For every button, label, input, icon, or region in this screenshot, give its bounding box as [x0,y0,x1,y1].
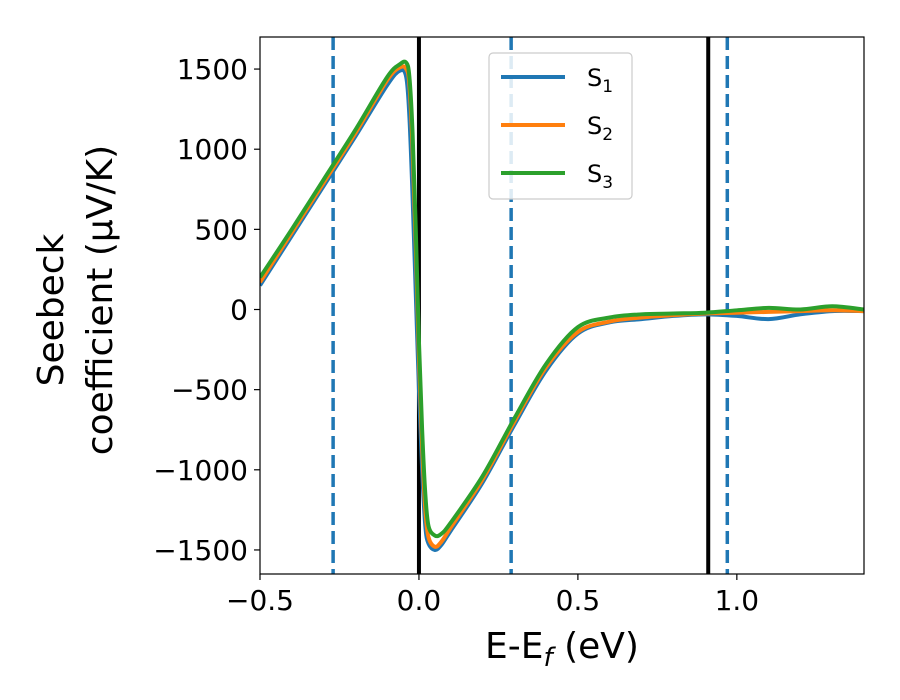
y-tick-label: −1000 [153,454,248,487]
y-tick-label: 500 [195,213,248,246]
x-tick-label: 1.0 [715,584,760,617]
y-axis-label: Seebeck coefficient (μV/K) [31,145,121,455]
y-axis-label-line2: coefficient (μV/K) [80,145,121,455]
axes-frame [259,36,865,575]
x-tick-label: 0.0 [397,584,442,617]
series-line-3 [260,59,864,539]
y-tick-label: −500 [171,374,248,407]
legend-label-1: S1 [587,64,613,97]
x-tick-label: 0.5 [556,584,601,617]
axes: −0.5 0.0 0.5 1.0 1500 1000 500 0 −500 −1000 −1500 E… [31,36,865,673]
legend: S1 S2 S3 [488,52,633,200]
x-axis-label: E-Ef (eV) [485,626,639,673]
legend-label-2: S2 [587,112,613,145]
y-tick-label: −1500 [153,534,248,567]
y-tick-label: 1500 [177,53,248,86]
y-tick-label: 1000 [177,133,248,166]
plot-area [260,37,864,574]
y-axis-label-line1: Seebeck [31,233,72,386]
legend-label-3: S3 [587,160,613,193]
x-tick-label: −0.5 [226,584,294,617]
y-tick-label: 0 [230,294,248,327]
